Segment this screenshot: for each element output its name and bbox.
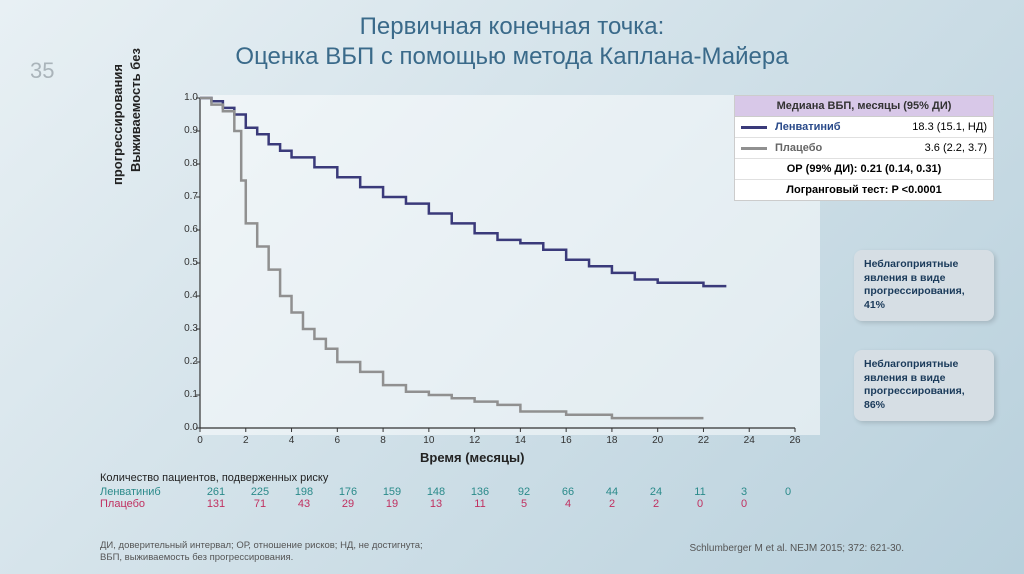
risk-row: Ленватиниб261225198176159148136926644241… [100, 486, 810, 498]
footnote: ДИ, доверительный интервал; ОР, отношени… [100, 540, 423, 564]
y-tick-label: 0.7 [168, 191, 198, 202]
risk-cell: 66 [546, 486, 590, 498]
risk-cell: 44 [590, 486, 634, 498]
risk-row-label: Ленватиниб [100, 486, 194, 498]
risk-cell: 148 [414, 486, 458, 498]
risk-cell: 225 [238, 486, 282, 498]
risk-cell: 0 [766, 486, 810, 498]
annotation-lenvatinib: Неблагоприятные явления в виде прогресси… [854, 250, 994, 321]
legend-row: Ленватиниб 18.3 (15.1, НД) [735, 117, 993, 138]
risk-cell: 0 [722, 498, 766, 510]
legend-value: 18.3 (15.1, НД) [912, 121, 987, 133]
legend-stat-p: Логранговый тест: P <0.0001 [735, 180, 993, 200]
x-tick-label: 12 [465, 435, 485, 446]
y-tick-label: 0.5 [168, 257, 198, 268]
y-tick-label: 1.0 [168, 92, 198, 103]
risk-table: Количество пациентов, подверженных риску… [100, 472, 810, 510]
y-tick-label: 0.1 [168, 389, 198, 400]
risk-cell: 176 [326, 486, 370, 498]
legend-row: Плацебо 3.6 (2.2, 3.7) [735, 138, 993, 159]
citation: Schlumberger M et al. NEJM 2015; 372: 62… [689, 543, 904, 554]
risk-cell: 29 [326, 498, 370, 510]
legend-stat-hr: ОР (99% ДИ): 0.21 (0.14, 0.31) [735, 159, 993, 180]
risk-cell: 19 [370, 498, 414, 510]
x-tick-label: 0 [190, 435, 210, 446]
risk-cell: 24 [634, 486, 678, 498]
risk-cell: 13 [414, 498, 458, 510]
annotation-placebo: Неблагоприятные явления в виде прогресси… [854, 350, 994, 421]
y-tick-label: 0.9 [168, 125, 198, 136]
legend-box: Медиана ВБП, месяцы (95% ДИ) Ленватиниб … [734, 95, 994, 201]
x-tick-label: 16 [556, 435, 576, 446]
y-tick-label: 0.8 [168, 158, 198, 169]
x-tick-label: 14 [510, 435, 530, 446]
title-line-1: Первичная конечная точка: [0, 12, 1024, 42]
risk-cell: 11 [678, 486, 722, 498]
risk-cell: 92 [502, 486, 546, 498]
x-tick-label: 22 [693, 435, 713, 446]
risk-cell: 11 [458, 498, 502, 510]
x-tick-label: 4 [282, 435, 302, 446]
risk-cell: 4 [546, 498, 590, 510]
risk-cell: 136 [458, 486, 502, 498]
legend-label: Плацебо [775, 142, 925, 154]
km-plot [120, 95, 820, 475]
legend-value: 3.6 (2.2, 3.7) [925, 142, 987, 154]
x-tick-label: 20 [648, 435, 668, 446]
x-tick-label: 10 [419, 435, 439, 446]
risk-cell: 5 [502, 498, 546, 510]
risk-cell: 2 [590, 498, 634, 510]
risk-cell: 43 [282, 498, 326, 510]
risk-cell: 2 [634, 498, 678, 510]
x-tick-label: 8 [373, 435, 393, 446]
x-tick-label: 6 [327, 435, 347, 446]
y-tick-label: 0.3 [168, 323, 198, 334]
slide-number: 35 [30, 58, 54, 84]
risk-cell: 159 [370, 486, 414, 498]
risk-cell: 3 [722, 486, 766, 498]
x-tick-label: 18 [602, 435, 622, 446]
risk-row: Плацебо131714329191311542200 [100, 498, 810, 510]
risk-cell: 71 [238, 498, 282, 510]
chart-area [120, 95, 820, 475]
risk-cell: 131 [194, 498, 238, 510]
legend-swatch [741, 126, 767, 129]
slide-title: Первичная конечная точка: Оценка ВБП с п… [0, 0, 1024, 72]
legend-swatch [741, 147, 767, 150]
legend-header: Медиана ВБП, месяцы (95% ДИ) [735, 96, 993, 117]
risk-cell: 0 [678, 498, 722, 510]
y-tick-label: 0.0 [168, 422, 198, 433]
x-tick-label: 24 [739, 435, 759, 446]
risk-row-label: Плацебо [100, 498, 194, 510]
title-line-2: Оценка ВБП с помощью метода Каплана-Майе… [0, 42, 1024, 72]
x-tick-label: 2 [236, 435, 256, 446]
risk-cell: 261 [194, 486, 238, 498]
risk-cell [766, 498, 810, 510]
y-tick-label: 0.4 [168, 290, 198, 301]
x-tick-label: 26 [785, 435, 805, 446]
risk-cell: 198 [282, 486, 326, 498]
risk-table-title: Количество пациентов, подверженных риску [100, 472, 810, 484]
y-tick-label: 0.2 [168, 356, 198, 367]
legend-label: Ленватиниб [775, 121, 912, 133]
y-tick-label: 0.6 [168, 224, 198, 235]
